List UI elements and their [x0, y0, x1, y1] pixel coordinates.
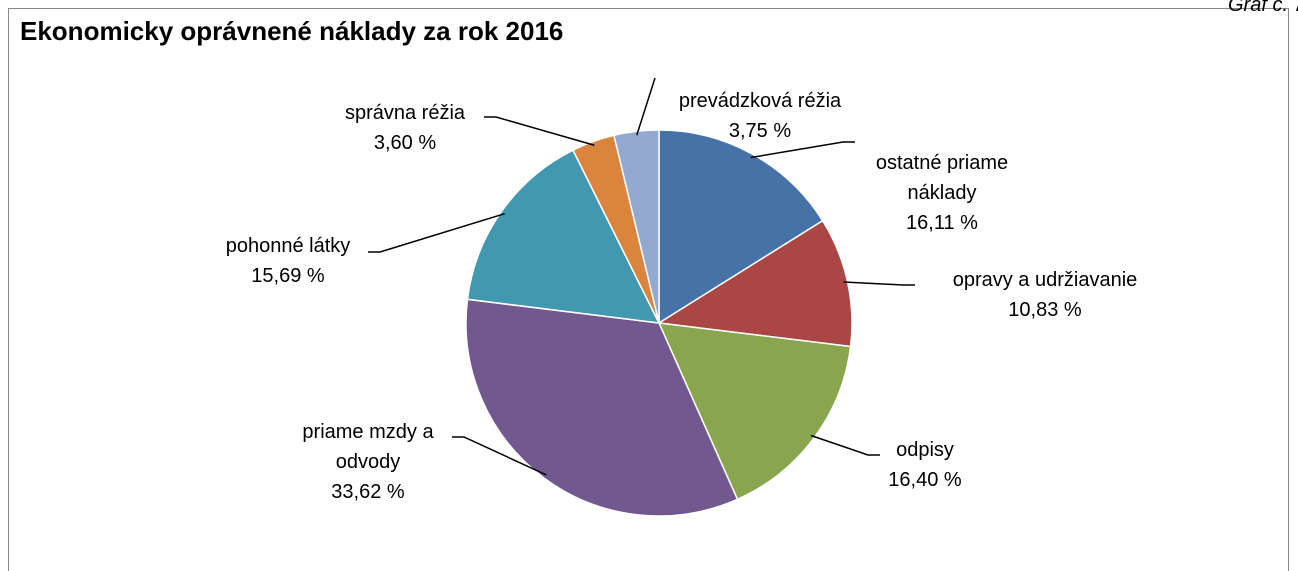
value-label: 3,75 % [728, 120, 792, 142]
category-label: ostatné priame náklady [875, 152, 1009, 204]
category-label: opravy a udržiavanie [952, 269, 1138, 291]
value-label: 16,11 % [906, 212, 978, 234]
category-label: prevádzková réžia [678, 90, 842, 112]
data-label: pohonné látky 15,69 % [198, 231, 378, 291]
category-label: odpisy [896, 439, 954, 461]
leader-line [750, 141, 855, 159]
pie-slice [656, 219, 853, 348]
data-label: ostatné priame náklady 16,11 % [857, 148, 1027, 238]
leader-line [810, 434, 880, 456]
leader-line [368, 212, 505, 253]
chart-frame [8, 8, 1289, 571]
value-label: 10,83 % [1008, 299, 1082, 321]
pie-slice [657, 322, 852, 501]
category-label: pohonné látky [225, 235, 351, 257]
value-label: 15,69 % [251, 265, 325, 287]
value-label: 3,60 % [373, 132, 437, 154]
pie-slice [613, 129, 660, 324]
leader-line [484, 116, 595, 146]
chart-title: Ekonomicky oprávnené náklady za rok 2016 [20, 16, 564, 46]
data-label: odpisy 16,40 % [850, 435, 1000, 495]
value-label: 16,40 % [888, 469, 962, 491]
leader-line [843, 281, 915, 286]
data-label: priame mzdy a odvody 33,62 % [286, 417, 451, 507]
leader-line [636, 77, 656, 136]
category-label: správna réžia [344, 102, 466, 124]
pie-slice [658, 129, 824, 325]
category-label: priame mzdy a odvody [302, 421, 434, 473]
pie-slice [466, 149, 661, 324]
data-label: prevádzková réžia 3,75 % [650, 86, 870, 146]
value-label: 33,62 % [331, 481, 405, 503]
data-label: opravy a udržiavanie 10,83 % [925, 265, 1165, 325]
figure-label: Graf č. 7 [1228, 0, 1298, 16]
data-label: správna réžia 3,60 % [315, 98, 495, 158]
pie-slice [465, 298, 739, 517]
leader-line [452, 436, 547, 476]
